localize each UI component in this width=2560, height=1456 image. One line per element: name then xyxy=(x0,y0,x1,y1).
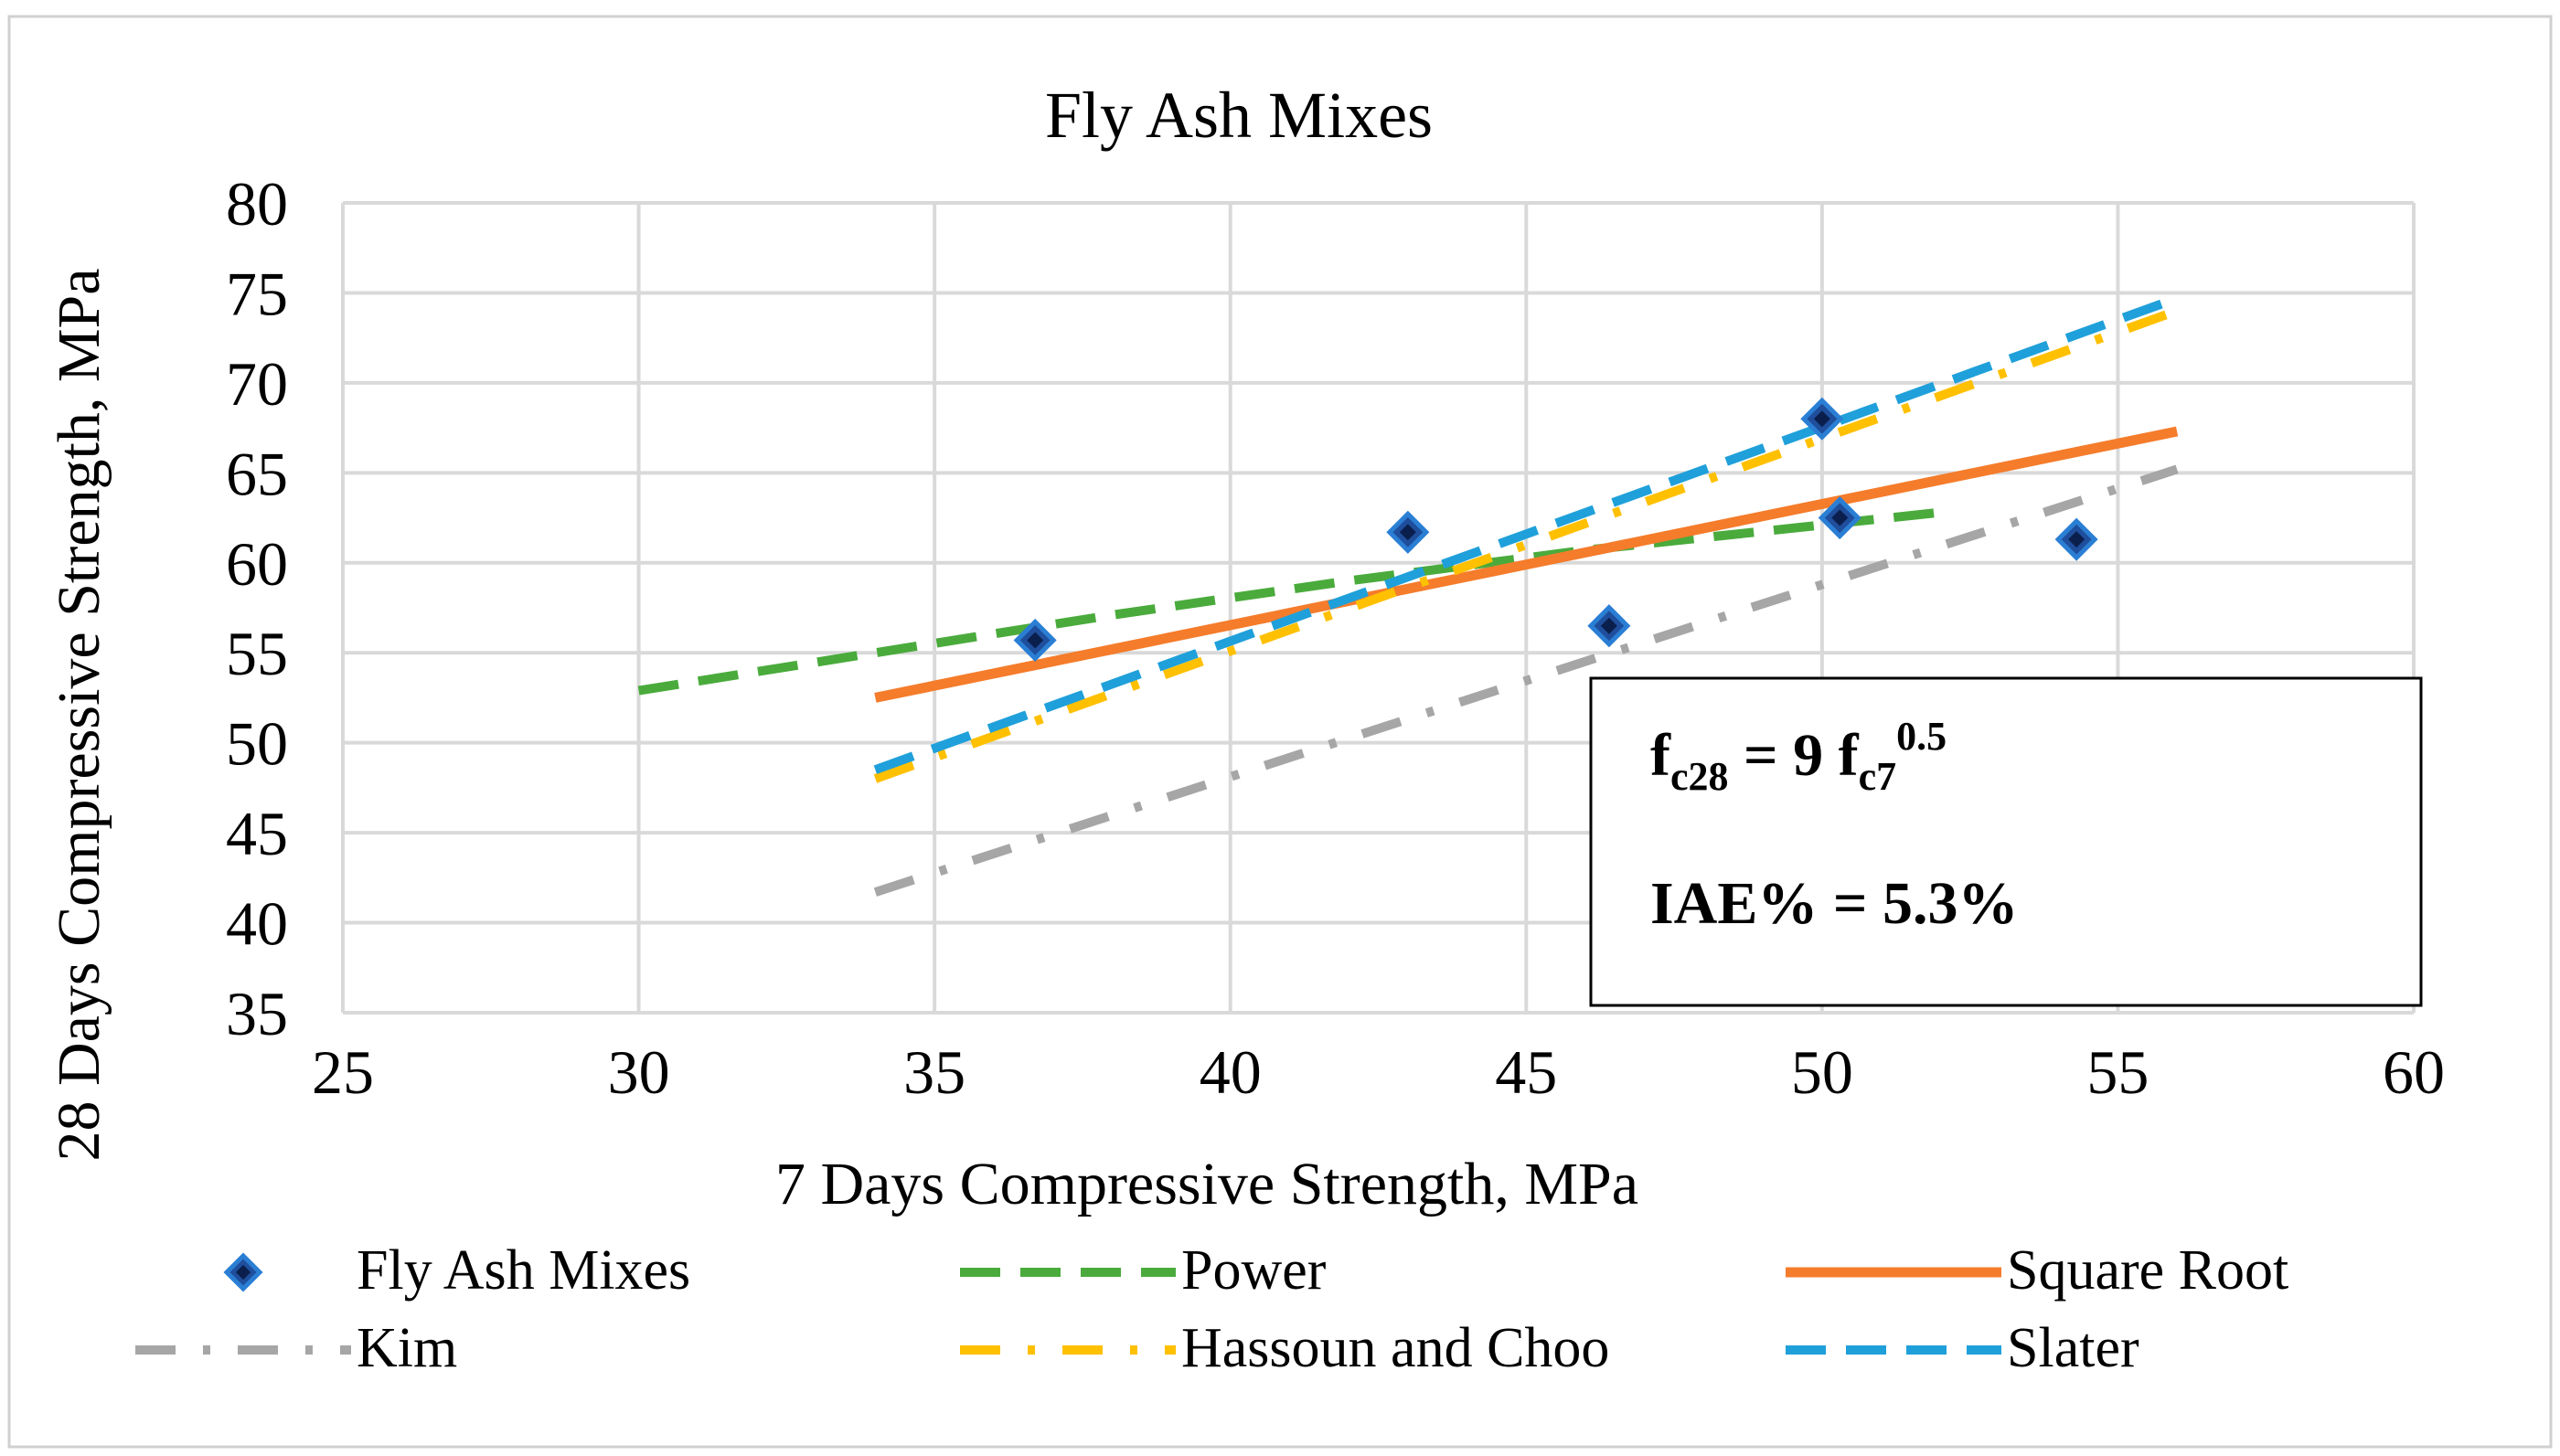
series-layer xyxy=(637,293,2179,897)
x-tick-label: 40 xyxy=(1200,1037,1262,1107)
data-point-fly-ash-mixes xyxy=(1587,604,1631,648)
chart-title: Fly Ash Mixes xyxy=(1045,79,1433,152)
x-tick-label: 25 xyxy=(312,1037,374,1107)
legend-item-square-root: Square Root xyxy=(1786,1239,2288,1302)
legend: Fly Ash Mixes Power Square Root Kim Hassoun … xyxy=(135,1239,2288,1379)
y-tick-label: 55 xyxy=(226,619,288,688)
x-axis: 25 30 35 40 45 50 55 60 xyxy=(312,1037,2445,1107)
legend-label-slater: Slater xyxy=(2007,1317,2139,1379)
equation-sub-1: c28 xyxy=(1670,754,1729,799)
y-tick-label: 50 xyxy=(226,709,288,779)
equation-base: f xyxy=(1650,722,1671,789)
points-layer xyxy=(1013,397,2098,662)
legend-item-fly-ash-mixes: Fly Ash Mixes xyxy=(223,1239,690,1302)
x-tick-label: 50 xyxy=(1791,1037,1853,1107)
y-tick-label: 65 xyxy=(226,439,288,508)
y-axis-label: 28 Days Compressive Strength, MPa xyxy=(46,268,112,1161)
y-axis: 35 40 45 50 55 60 65 70 75 80 xyxy=(226,169,288,1048)
series-line-kim xyxy=(873,464,2179,897)
x-tick-label: 30 xyxy=(608,1037,670,1107)
x-axis-label: 7 Days Compressive Strength, MPa xyxy=(775,1151,1638,1217)
x-tick-label: 35 xyxy=(903,1037,965,1107)
legend-label-power: Power xyxy=(1181,1239,1327,1302)
x-tick-label: 55 xyxy=(2086,1037,2149,1107)
equation-sub-2: c7 xyxy=(1859,754,1897,799)
equation-exponent: 0.5 xyxy=(1896,714,1947,759)
y-tick-label: 80 xyxy=(226,169,288,239)
x-tick-label: 45 xyxy=(1495,1037,1557,1107)
data-point-fly-ash-mixes xyxy=(1818,496,1861,540)
equation-mid: = 9 f xyxy=(1729,722,1860,789)
legend-swatch-fly-ash-mixes xyxy=(223,1252,263,1292)
data-point-fly-ash-mixes xyxy=(1800,397,1844,441)
iae-text: IAE% = 5.3% xyxy=(1650,870,2018,937)
series-line-hassoun-and-choo xyxy=(873,306,2179,783)
series-line-slater xyxy=(873,293,2179,774)
y-tick-label: 40 xyxy=(226,889,288,959)
legend-label-kim: Kim xyxy=(357,1317,457,1379)
data-point-fly-ash-mixes xyxy=(2054,517,2098,561)
legend-label-square-root: Square Root xyxy=(2007,1239,2288,1302)
x-tick-label: 60 xyxy=(2383,1037,2445,1107)
equation-text: fc28 = 9 fc70.5 xyxy=(1650,714,1947,799)
legend-item-hassoun-and-choo: Hassoun and Choo xyxy=(960,1317,1609,1379)
y-tick-label: 45 xyxy=(226,799,288,868)
data-point-fly-ash-mixes xyxy=(1013,618,1057,662)
y-tick-label: 35 xyxy=(226,979,288,1048)
series-line-square-root xyxy=(874,426,2179,703)
annotation-frame xyxy=(1589,676,2423,1007)
legend-item-power: Power xyxy=(960,1239,1327,1302)
y-tick-label: 75 xyxy=(226,259,288,328)
legend-item-kim: Kim xyxy=(135,1317,457,1379)
legend-label-fly-ash-mixes: Fly Ash Mixes xyxy=(357,1239,690,1302)
legend-item-slater: Slater xyxy=(1786,1317,2139,1379)
legend-label-hassoun-and-choo: Hassoun and Choo xyxy=(1181,1317,1609,1379)
annotation-box: fc28 = 9 fc70.5 IAE% = 5.3% xyxy=(1589,676,2423,1007)
data-point-fly-ash-mixes xyxy=(1386,510,1430,554)
y-tick-label: 60 xyxy=(226,529,288,599)
y-tick-label: 70 xyxy=(226,349,288,419)
